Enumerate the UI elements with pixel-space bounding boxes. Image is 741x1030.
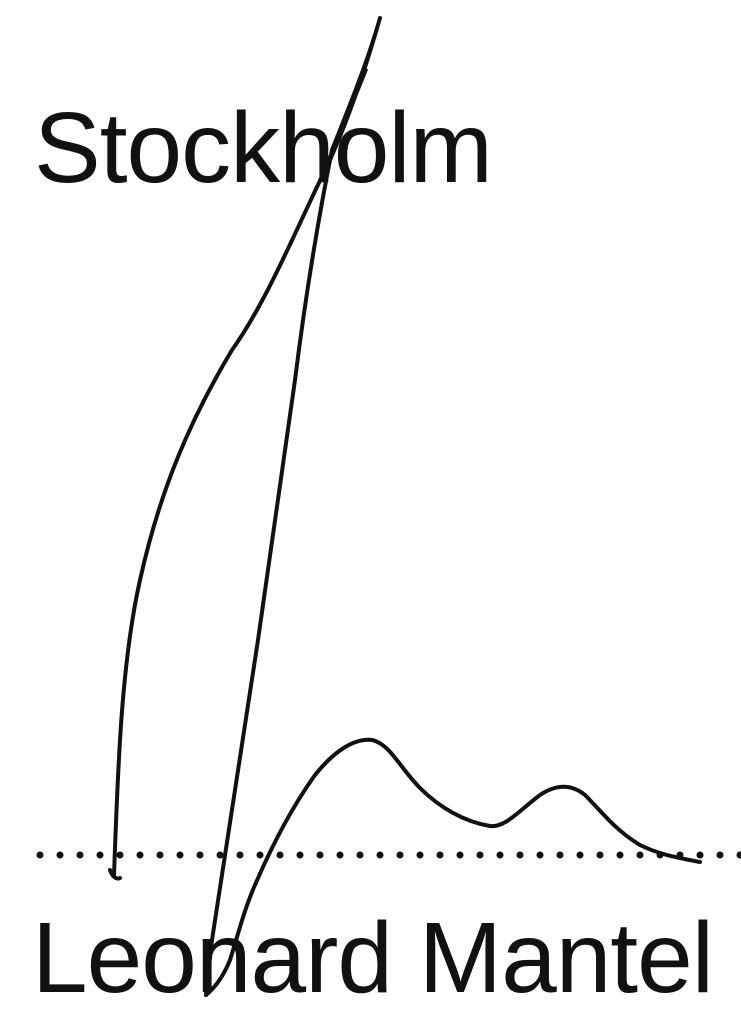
- signatory-name: Leonard Mantel: [32, 902, 714, 1014]
- place-label: Stockholm: [34, 92, 493, 204]
- signature-dotted-line: [36, 851, 741, 859]
